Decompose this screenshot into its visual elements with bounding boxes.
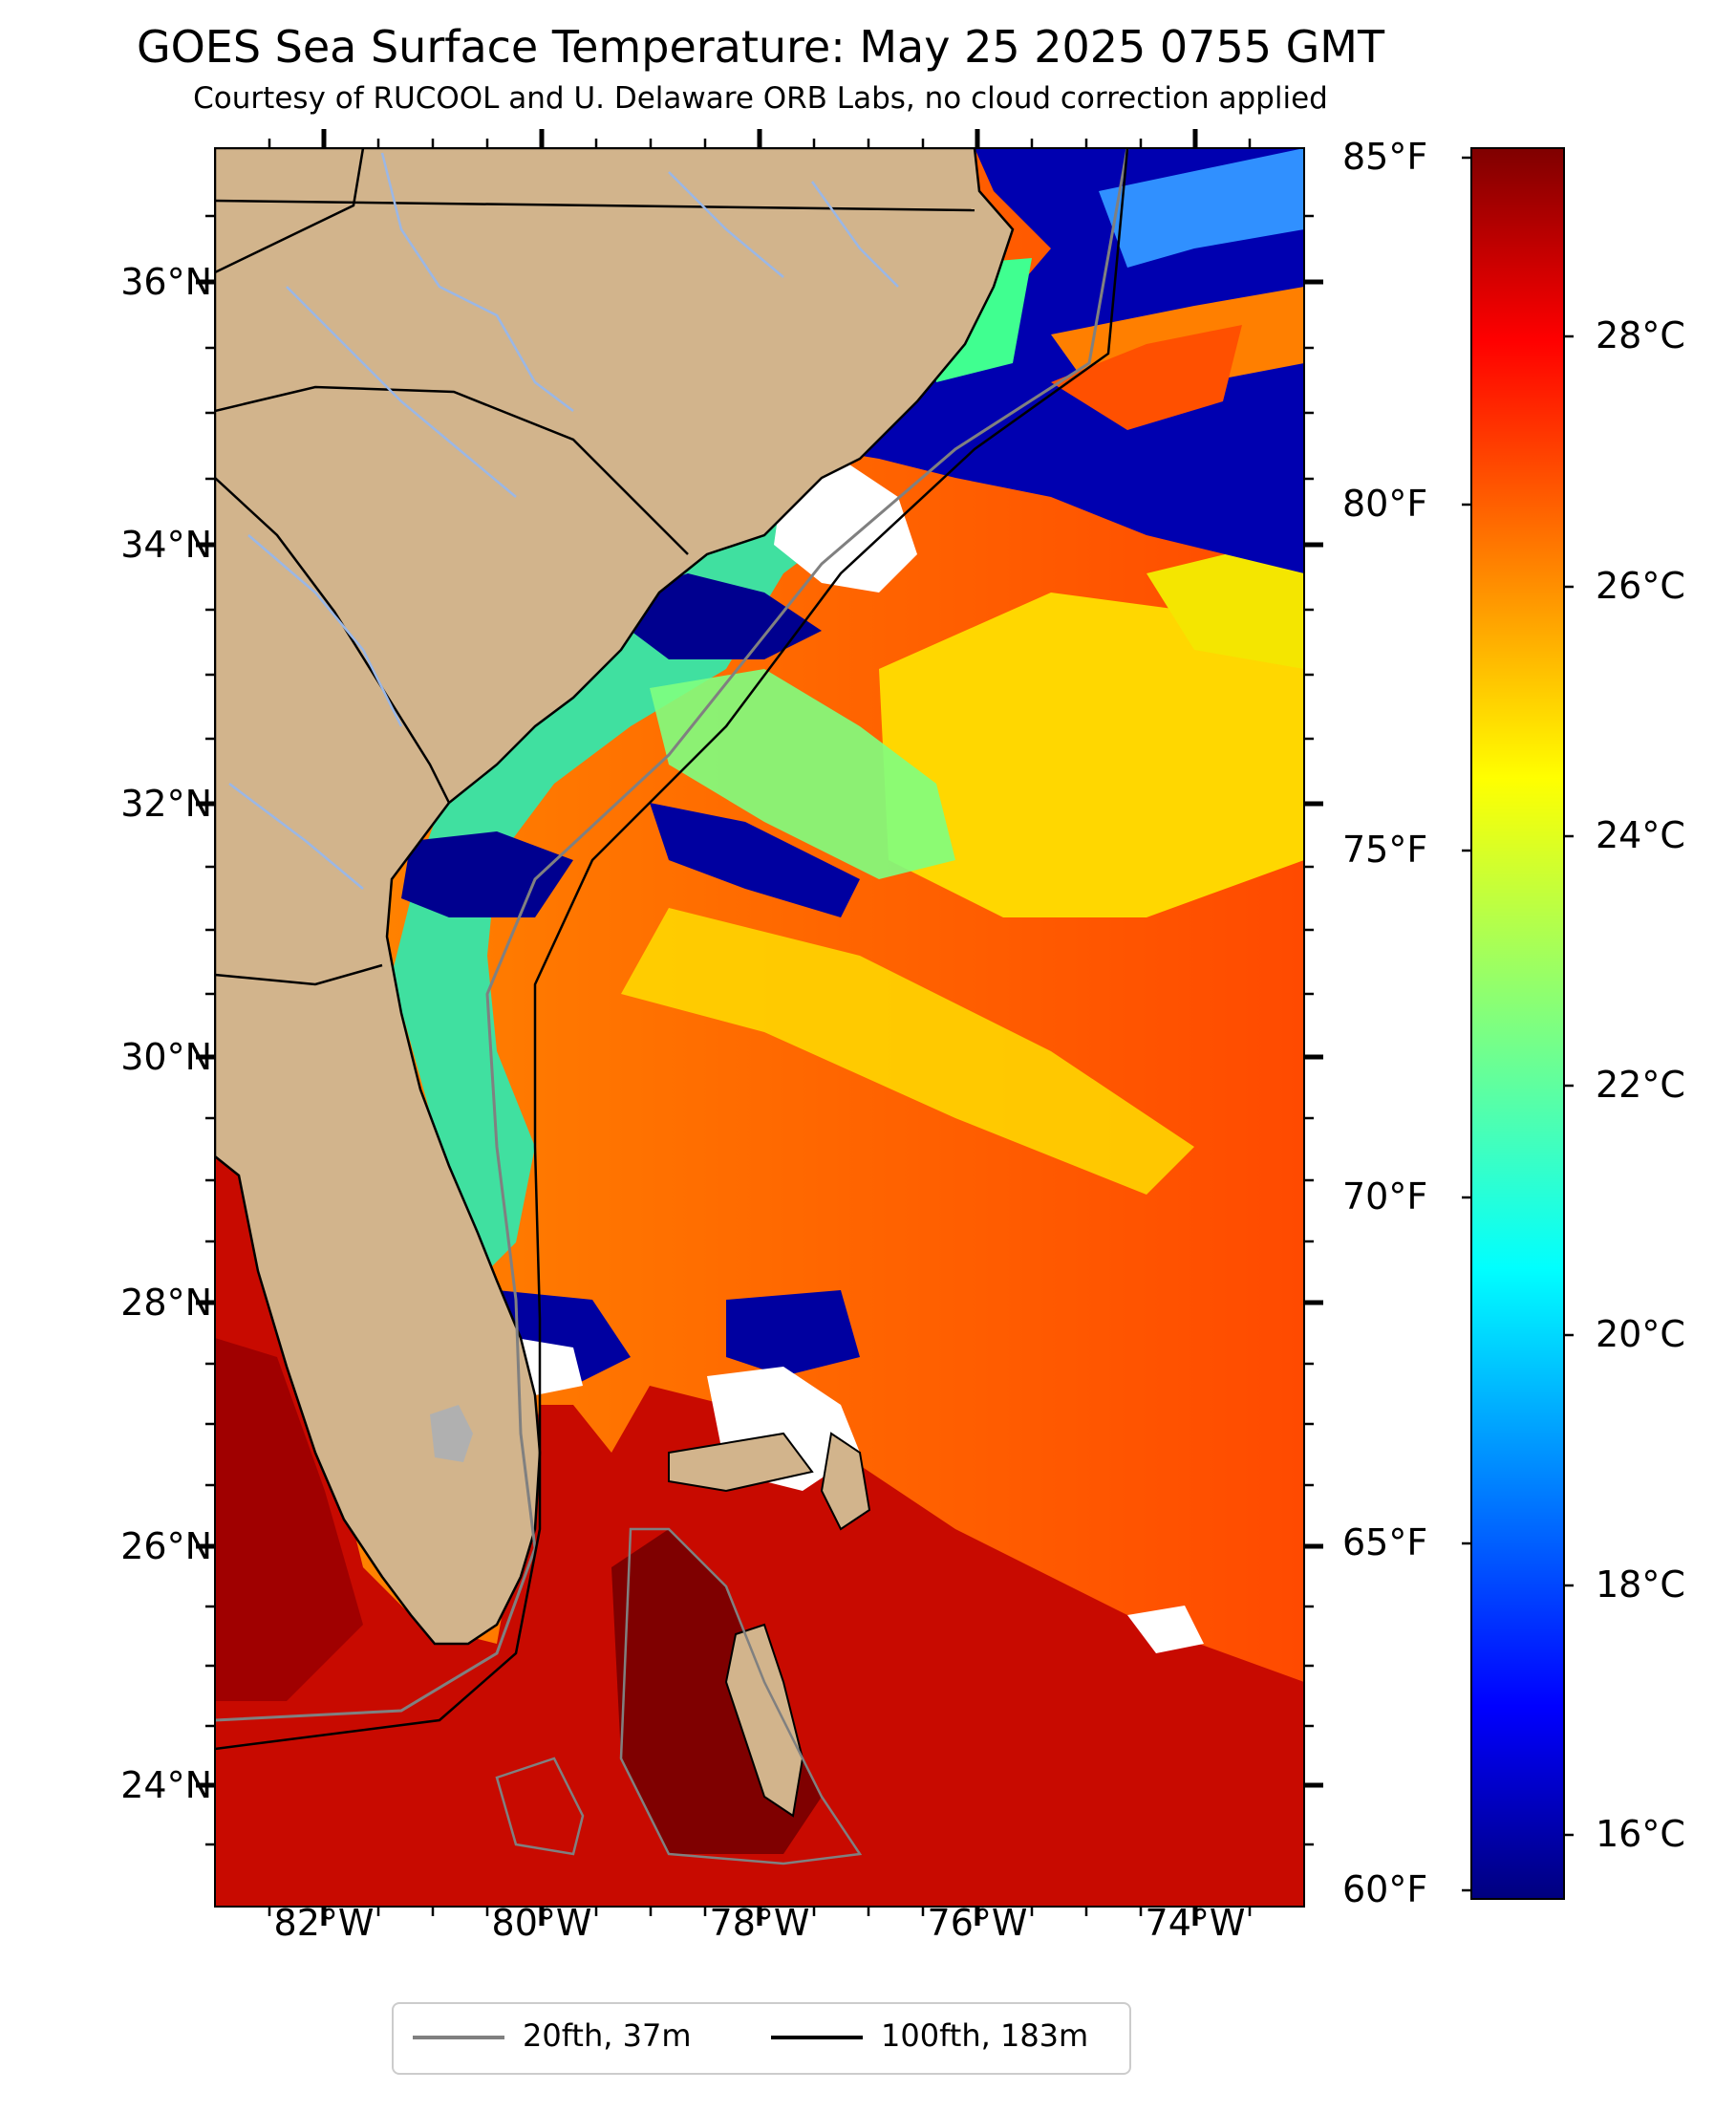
isobath-legend: 20fth, 37m 100fth, 183m — [392, 2002, 1131, 2075]
isobath-cay-sal — [495, 1757, 585, 1856]
isobath-bahama-bank — [619, 1527, 863, 1865]
colorbar-celsius-ticks — [1564, 334, 1574, 1837]
map-title: GOES Sea Surface Temperature: May 25 202… — [136, 21, 1385, 73]
isobath-100fth — [215, 148, 1129, 1751]
lat-label-26n: 26°N — [120, 1525, 212, 1567]
cold-patch-bahamas — [726, 1290, 860, 1376]
cloud-mask-1 — [774, 459, 917, 593]
lon-label-74w: 74°W — [1145, 1902, 1246, 1944]
warm-eddy-yellow — [879, 593, 1304, 917]
colorbar-label-60f: 60°F — [1342, 1868, 1428, 1910]
colorbar-label-80f: 80°F — [1342, 483, 1428, 525]
colorbar-label-28c: 28°C — [1596, 314, 1685, 356]
colorbar-label-16c: 16°C — [1596, 1813, 1685, 1855]
lat-label-30n: 30°N — [120, 1036, 212, 1078]
gulf-deep-red — [215, 1338, 363, 1701]
minor-ticks — [205, 139, 1314, 1916]
rivers — [228, 152, 899, 890]
colorbar-fahrenheit-ticks — [1462, 156, 1471, 1892]
colorbar-label-85f: 85°F — [1342, 136, 1428, 178]
colorbar-label-20c: 20°C — [1596, 1313, 1685, 1355]
green-band — [650, 669, 955, 879]
isobath-20fth — [215, 148, 1129, 1722]
lake-okeechobee — [430, 1405, 473, 1462]
grand-bahama — [668, 1432, 814, 1493]
colorbar-label-65f: 65°F — [1342, 1521, 1428, 1563]
lat-major-ticks — [196, 279, 1323, 1788]
border-sc-ga — [215, 477, 451, 804]
border-va-nc — [215, 199, 975, 212]
colorbar-label-70f: 70°F — [1342, 1175, 1428, 1218]
legend-swatch-100fth — [771, 2036, 863, 2039]
legend-label-100fth: 100fth, 183m — [881, 2017, 1089, 2054]
border-nc-sc — [215, 385, 689, 555]
lon-label-82w: 82°W — [273, 1902, 375, 1944]
colorbar-label-26c: 26°C — [1596, 565, 1685, 607]
colorbar-label-24c: 24°C — [1596, 814, 1685, 856]
legend-swatch-20fth — [413, 2036, 504, 2039]
lat-label-36n: 36°N — [120, 261, 212, 303]
warm-water-south — [215, 1156, 1304, 1907]
colorbar — [1470, 147, 1565, 1900]
cold-streak-offshore — [650, 803, 860, 917]
map-subtitle: Courtesy of RUCOOL and U. Delaware ORB L… — [193, 81, 1328, 116]
warm-filament-north-2 — [1051, 325, 1242, 430]
land-southeast-us — [215, 148, 1015, 1646]
lat-label-28n: 28°N — [120, 1282, 212, 1324]
cloud-mask-4 — [1127, 1606, 1204, 1653]
border-va-interior — [215, 148, 365, 274]
andros-island — [724, 1623, 804, 1818]
northern-cold-water — [822, 148, 1304, 573]
lat-label-34n: 34°N — [120, 524, 212, 566]
abaco-island — [820, 1432, 871, 1531]
yellow-streak — [621, 908, 1194, 1195]
lat-label-32n: 32°N — [120, 783, 212, 825]
lon-major-ticks — [321, 129, 1198, 1926]
colorbar-label-75f: 75°F — [1342, 829, 1428, 871]
colorbar-label-22c: 22°C — [1596, 1064, 1685, 1106]
yellow-band-east — [1147, 535, 1304, 669]
lon-label-80w: 80°W — [491, 1902, 592, 1944]
lon-label-78w: 78°W — [709, 1902, 810, 1944]
lat-label-24n: 24°N — [120, 1764, 212, 1806]
sst-map — [215, 148, 1304, 1907]
lon-label-76w: 76°W — [927, 1902, 1028, 1944]
blue-band-north — [1099, 148, 1304, 268]
border-ga-fl — [215, 963, 383, 986]
cold-patch-ga — [401, 831, 573, 917]
cold-patch-sc — [631, 573, 822, 659]
colorbar-label-18c: 18°C — [1596, 1563, 1685, 1606]
legend-label-20fth: 20fth, 37m — [523, 2017, 692, 2054]
